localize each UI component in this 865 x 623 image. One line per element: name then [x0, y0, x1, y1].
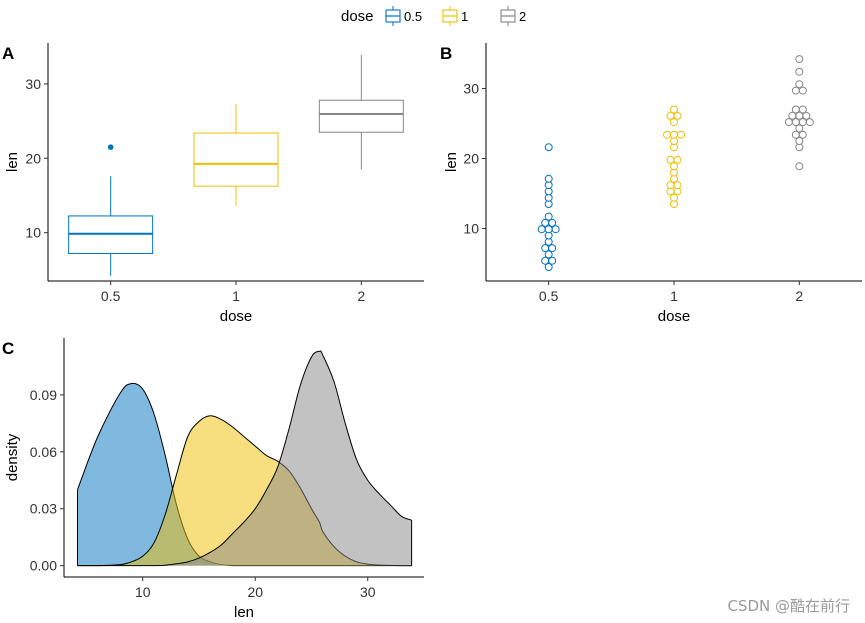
x-tick-label: 0.5 [539, 288, 559, 304]
y-tick-label: 30 [463, 81, 479, 97]
dot-point [798, 86, 807, 95]
y-tick-label: 0.06 [30, 444, 57, 460]
box-body [318, 99, 404, 133]
y-tick-label: 10 [463, 221, 479, 237]
x-tick-label: 2 [795, 288, 803, 304]
y-tick-label: 20 [25, 150, 41, 166]
y-axis-title: density [4, 433, 21, 481]
dot-point [798, 130, 807, 139]
density-area [77, 350, 412, 566]
dot-point [544, 263, 553, 271]
panel-label-a: A [2, 44, 14, 63]
x-tick-label: 0.5 [101, 288, 121, 304]
dot-point [795, 137, 804, 145]
box-0.5 [68, 144, 154, 276]
legend-label: 2 [519, 9, 526, 24]
x-tick-label: 30 [360, 584, 376, 600]
dot-series-1 [663, 105, 685, 208]
density-series-2 [77, 350, 413, 567]
dot-point [670, 130, 678, 139]
density-line [77, 350, 412, 567]
y-axis-title: len [4, 152, 21, 172]
dot-point [548, 218, 557, 227]
watermark-text: CSDN @酷在前行 [727, 597, 850, 615]
panel-label-b: B [440, 44, 452, 63]
y-tick-label: 20 [463, 151, 479, 167]
dot-point [805, 118, 814, 127]
dot-point [795, 55, 804, 64]
panel-a-boxplot: 10 20 30 dose len 0.5 1 2 [4, 43, 424, 325]
x-tick-label: 2 [357, 288, 365, 304]
x-tick-label: 1 [670, 288, 678, 304]
dot-point [544, 212, 553, 221]
dot-series-0.5 [537, 143, 560, 271]
dot-point [798, 105, 807, 114]
x-axis-title: dose [220, 308, 253, 325]
x-tick-label: 10 [135, 584, 151, 600]
dot-point [670, 162, 678, 171]
dot-point [795, 67, 804, 76]
legend: dose 0.5 1 2 [341, 6, 526, 26]
panel-b-dotplot: 10 20 30 dose len 0.5 1 2 [443, 43, 862, 325]
dot-point [544, 250, 553, 259]
box-1 [193, 103, 279, 206]
dot-point [666, 155, 675, 164]
dot-point [544, 174, 553, 183]
legend-item-1: 1 [442, 6, 468, 26]
x-axis-title: len [234, 604, 254, 621]
dot-point [544, 143, 553, 152]
y-axis-title: len [443, 152, 460, 172]
box-body [193, 132, 279, 187]
dot-point [551, 225, 560, 234]
y-tick-label: 0.09 [30, 387, 57, 403]
legend-label: 0.5 [404, 9, 422, 24]
dot-point [673, 155, 682, 164]
dot-point [670, 193, 678, 202]
dot-point [673, 181, 682, 190]
x-tick-label: 20 [247, 584, 263, 600]
density-area [77, 383, 412, 566]
x-axis-title: dose [658, 308, 691, 325]
dot-point [795, 80, 804, 89]
y-tick-label: 0.03 [30, 501, 57, 517]
box-2 [318, 54, 404, 170]
dot-point [663, 130, 671, 139]
dot-series-2 [784, 55, 814, 171]
legend-item-0.5: 0.5 [385, 6, 422, 26]
dot-point [548, 256, 557, 265]
density-area [77, 415, 412, 566]
y-tick-label: 0.00 [30, 558, 57, 574]
dot-point [802, 111, 811, 120]
legend-title: dose [341, 8, 374, 25]
dot-point [673, 111, 682, 120]
y-tick-label: 10 [25, 225, 41, 241]
y-tick-label: 30 [25, 76, 41, 92]
legend-item-2: 2 [500, 6, 526, 26]
outlier-point [107, 144, 114, 150]
dot-point [795, 162, 804, 171]
dot-point [548, 244, 557, 253]
x-tick-label: 1 [232, 288, 240, 304]
dot-point [670, 105, 678, 114]
dot-point [795, 124, 804, 133]
dot-point [670, 118, 678, 127]
panel-label-c: C [2, 339, 14, 358]
legend-label: 1 [461, 9, 468, 24]
dot-point [791, 105, 800, 114]
dot-point [677, 130, 685, 139]
panel-c-density: 0.00 0.03 0.06 0.09 len density 10 20 30 [4, 338, 424, 621]
